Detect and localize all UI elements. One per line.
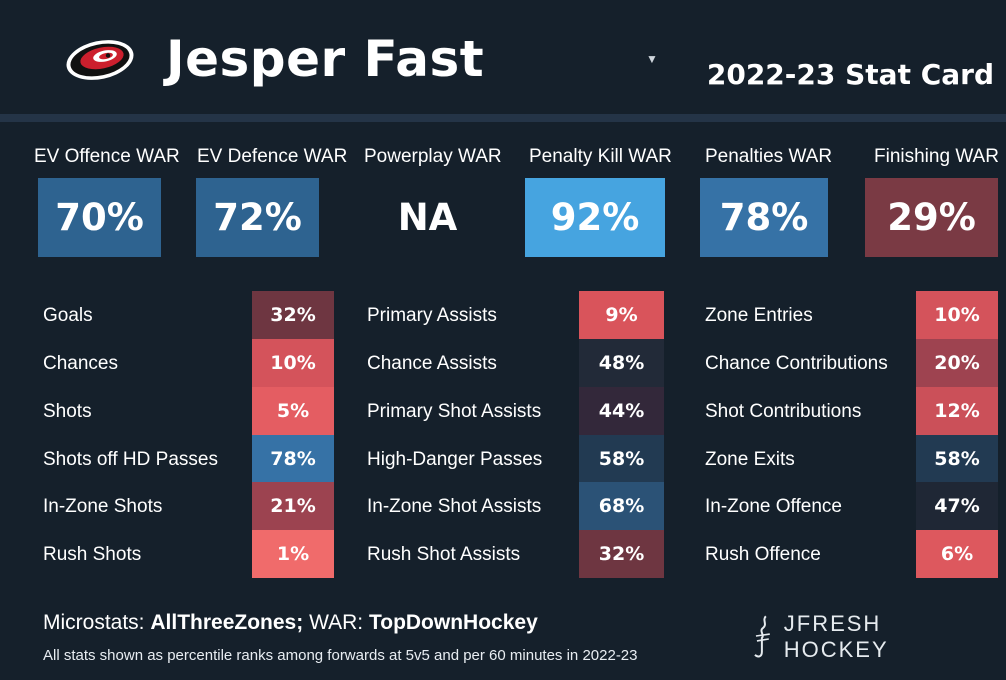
stat-label: High-Danger Passes <box>367 449 542 471</box>
data-source-credit: Microstats: AllThreeZones; WAR: TopDownH… <box>43 611 538 635</box>
stat-label: Primary Assists <box>367 305 497 327</box>
player-name: Jesper Fast <box>166 30 484 88</box>
stat-label: In-Zone Shots <box>43 496 162 518</box>
stat-value: 21% <box>252 482 334 530</box>
stat-label: Rush Offence <box>705 544 821 566</box>
stat-value: 47% <box>916 482 998 530</box>
stat-value: 6% <box>916 530 998 578</box>
stat-value: 12% <box>916 387 998 435</box>
stat-label: Shots off HD Passes <box>43 449 218 471</box>
stat-value: 32% <box>579 530 664 578</box>
war-label-ev-offence: EV Offence WAR <box>34 146 180 168</box>
stat-label: Chances <box>43 353 118 375</box>
footnote: All stats shown as percentile ranks amon… <box>43 647 638 664</box>
stat-label: Rush Shots <box>43 544 141 566</box>
stat-label: Shots <box>43 401 92 423</box>
war-label-penalties: Penalties WAR <box>705 146 832 168</box>
header: Jesper Fast ▼ 2022-23 Stat Card <box>0 0 1006 114</box>
war-source-label: WAR: <box>309 611 363 634</box>
stat-label: In-Zone Shot Assists <box>367 496 541 518</box>
stat-value: 10% <box>916 291 998 339</box>
stat-label: In-Zone Offence <box>705 496 842 518</box>
stat-label: Rush Shot Assists <box>367 544 520 566</box>
brand: JFRESH HOCKEY <box>752 614 992 660</box>
stat-value: 58% <box>579 435 664 483</box>
war-label-ev-defence: EV Defence WAR <box>197 146 347 168</box>
card-title: 2022-23 Stat Card <box>707 58 994 91</box>
jfresh-logo-icon <box>752 614 774 660</box>
stat-value: 20% <box>916 339 998 387</box>
stat-value: 44% <box>579 387 664 435</box>
stat-value: 78% <box>252 435 334 483</box>
stat-label: Shot Contributions <box>705 401 861 423</box>
stat-label: Zone Exits <box>705 449 795 471</box>
war-label-powerplay: Powerplay WAR <box>364 146 502 168</box>
stat-value: 48% <box>579 339 664 387</box>
stat-value: 1% <box>252 530 334 578</box>
war-value-finishing: 29% <box>865 178 998 257</box>
war-label-finishing: Finishing WAR <box>874 146 999 168</box>
microstats-label: Microstats: <box>43 611 145 634</box>
brand-name: JFRESH HOCKEY <box>784 611 992 663</box>
war-value-ev-defence: 72% <box>196 178 319 257</box>
stat-value: 58% <box>916 435 998 483</box>
war-value-penalties: 78% <box>700 178 828 257</box>
header-divider <box>0 114 1006 122</box>
hurricanes-logo-icon <box>62 36 138 84</box>
caret-down-icon[interactable]: ▼ <box>646 52 658 66</box>
war-source: TopDownHockey <box>369 611 538 634</box>
war-value-penalty-kill: 92% <box>525 178 665 257</box>
stat-label: Zone Entries <box>705 305 813 327</box>
stat-value: 9% <box>579 291 664 339</box>
stat-label: Chance Contributions <box>705 353 888 375</box>
stat-label: Primary Shot Assists <box>367 401 541 423</box>
stat-value: 10% <box>252 339 334 387</box>
war-value-powerplay: NA <box>366 178 489 257</box>
war-label-penalty-kill: Penalty Kill WAR <box>529 146 672 168</box>
microstats-source: AllThreeZones; <box>150 611 303 634</box>
stat-value: 32% <box>252 291 334 339</box>
stat-value: 68% <box>579 482 664 530</box>
stat-value: 5% <box>252 387 334 435</box>
stat-label: Goals <box>43 305 93 327</box>
stat-label: Chance Assists <box>367 353 497 375</box>
war-value-ev-offence: 70% <box>38 178 161 257</box>
